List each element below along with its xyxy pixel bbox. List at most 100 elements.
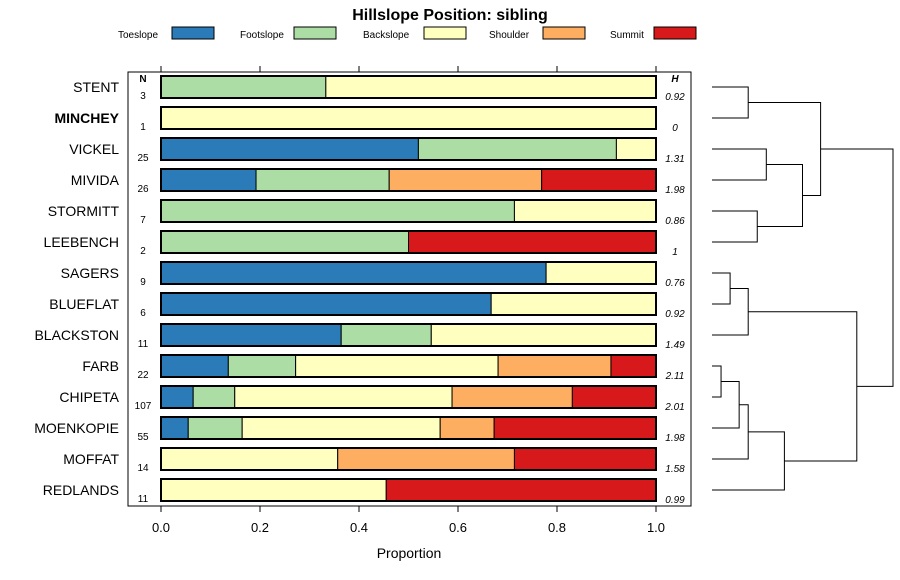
n-value: 25	[137, 153, 149, 164]
bar-segment-shoulder	[451, 385, 573, 409]
bar-segment-shoulder	[388, 168, 543, 192]
tick-label: 0.4	[350, 520, 368, 535]
bar-row-stormitt	[160, 199, 657, 223]
bar-row-stent	[160, 75, 657, 99]
n-value: 26	[137, 184, 149, 195]
legend-label-backslope: Backslope	[363, 30, 410, 41]
dendrogram-link-13	[820, 148, 894, 387]
legend-swatch-toeslope	[171, 26, 215, 40]
h-value: 1.58	[665, 464, 685, 475]
bar-row-mivida	[160, 168, 657, 192]
legend: Toeslope Footslope Backslope Shoulder Summit	[118, 26, 697, 41]
dendrogram-link-7	[712, 365, 722, 398]
h-value: 0.86	[665, 216, 685, 227]
bar-segment-footslope	[340, 323, 432, 347]
h-value: 0.92	[665, 92, 685, 103]
n-value: 107	[135, 401, 152, 412]
n-value: 7	[140, 215, 146, 226]
h-value: 0.76	[665, 278, 685, 289]
n-value: 2	[140, 246, 146, 257]
bar-segment-backslope	[545, 261, 657, 285]
n-value: 9	[140, 277, 146, 288]
bar-segment-toeslope	[160, 261, 547, 285]
category-label: STENT	[73, 79, 119, 95]
bar-segment-backslope	[513, 199, 657, 223]
stacked-bars	[160, 75, 657, 502]
n-value: 3	[140, 91, 146, 102]
category-label: VICKEL	[69, 141, 119, 157]
plot-frame	[127, 71, 692, 507]
bar-segment-toeslope	[160, 354, 229, 378]
bar-segment-backslope	[615, 137, 657, 161]
bar-segment-summit	[385, 478, 657, 502]
dendrogram-link-11	[748, 311, 858, 462]
bar-segment-toeslope	[160, 292, 492, 316]
bar-segment-backslope	[234, 385, 453, 409]
bar-row-farb	[160, 354, 657, 378]
bar-segment-shoulder	[497, 354, 612, 378]
category-label: LEEBENCH	[44, 234, 119, 250]
h-value: 1.98	[665, 433, 685, 444]
tick-label: 1.0	[647, 520, 665, 535]
n-value: 11	[138, 339, 149, 350]
legend-label-shoulder: Shoulder	[489, 30, 530, 41]
tick-label: 0.8	[548, 520, 566, 535]
bar-outline	[160, 137, 657, 161]
tick-label: 0.2	[251, 520, 269, 535]
category-label: MIVIDA	[71, 172, 120, 188]
x-axis: 0.0 0.2 0.4 0.6 0.8 1.0	[152, 506, 665, 535]
legend-label-toeslope: Toeslope	[118, 30, 158, 41]
dendrogram-link-5	[712, 272, 731, 305]
bar-row-redlands	[160, 478, 657, 502]
top-axis-ticks	[160, 66, 657, 72]
legend-swatch-footslope	[293, 26, 337, 40]
bar-outline	[160, 75, 657, 99]
category-label: MOFFAT	[63, 451, 119, 467]
bar-outline	[160, 168, 657, 192]
h-header: H	[671, 74, 679, 85]
bar-row-moffat	[160, 447, 657, 471]
bar-outline	[160, 199, 657, 223]
chart-title: Hillslope Position: sibling	[352, 7, 548, 24]
n-header: N	[139, 74, 146, 85]
bar-segment-summit	[610, 354, 657, 378]
bar-segment-backslope	[430, 323, 657, 347]
category-label: SAGERS	[61, 265, 119, 281]
h-value: 1.31	[665, 154, 684, 165]
dendrogram-link-9	[712, 404, 749, 460]
bar-segment-summit	[571, 385, 657, 409]
bar-row-chipeta	[160, 385, 657, 409]
legend-swatch-shoulder	[542, 26, 586, 40]
category-label: CHIPETA	[59, 389, 119, 405]
bar-segment-summit	[513, 447, 657, 471]
legend-swatch-summit	[653, 26, 697, 40]
bar-segment-shoulder	[439, 416, 495, 440]
h-value: 0.92	[665, 309, 685, 320]
legend-label-footslope: Footslope	[240, 30, 284, 41]
bar-segment-toeslope	[160, 385, 194, 409]
category-label: BLUEFLAT	[49, 296, 119, 312]
bar-row-sagers	[160, 261, 657, 285]
h-value: 1.98	[665, 185, 685, 196]
category-labels: STENT MINCHEY VICKEL MIVIDA STORMITT LEEBENCH…	[34, 79, 119, 498]
bar-row-blueflat	[160, 292, 657, 316]
bar-outline	[160, 292, 657, 316]
bar-outline	[160, 447, 657, 471]
dendrogram-link-2	[712, 210, 758, 243]
dendrogram-link-1	[712, 86, 749, 119]
bar-segment-toeslope	[160, 323, 342, 347]
bar-segment-footslope	[160, 199, 515, 223]
bar-outline	[160, 354, 657, 378]
bar-outline	[160, 230, 657, 254]
n-column: N 3 1 25 26 7 2 9 6 11 22 107 55 14 11	[135, 74, 152, 505]
bar-segment-shoulder	[337, 447, 515, 471]
bar-segment-footslope	[227, 354, 297, 378]
category-label: FARB	[82, 358, 119, 374]
h-value: 1	[672, 247, 678, 258]
category-label: STORMITT	[48, 203, 120, 219]
dendrogram-link-8	[712, 381, 740, 429]
bar-row-vickel	[160, 137, 657, 161]
bar-segment-footslope	[417, 137, 617, 161]
n-value: 14	[137, 463, 149, 474]
legend-label-summit: Summit	[610, 30, 644, 41]
